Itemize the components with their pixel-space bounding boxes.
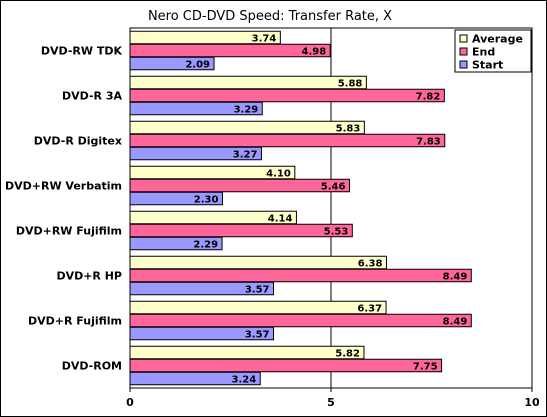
legend-swatch-start xyxy=(459,60,468,69)
bar-average xyxy=(129,120,365,135)
data-label: 2.30 xyxy=(194,194,219,205)
data-label: 6.37 xyxy=(357,303,382,314)
data-label: 7.83 xyxy=(416,136,441,147)
data-label: 2.09 xyxy=(185,59,210,70)
legend-swatch-average xyxy=(459,34,468,43)
data-label: 4.98 xyxy=(302,46,327,57)
data-label: 7.82 xyxy=(416,91,441,102)
data-label: 5.83 xyxy=(336,123,361,134)
bar-end xyxy=(129,268,472,283)
data-label: 3.57 xyxy=(245,284,270,295)
data-label: 3.74 xyxy=(252,33,277,44)
data-label: 2.29 xyxy=(193,239,218,250)
chart-title: Nero CD-DVD Speed: Transfer Rate, X xyxy=(148,9,392,24)
data-label: 5.53 xyxy=(324,226,349,237)
legend-box xyxy=(454,29,532,73)
bar-average xyxy=(129,345,365,360)
data-label: 7.75 xyxy=(413,361,438,372)
data-label: 3.57 xyxy=(245,329,270,340)
category-label: DVD-R 3A xyxy=(62,90,122,103)
tick-label: 0 xyxy=(126,396,134,409)
data-label: 4.10 xyxy=(266,168,291,179)
bar-end xyxy=(129,43,331,58)
data-label: 4.14 xyxy=(268,213,293,224)
data-label: 3.29 xyxy=(234,104,259,115)
category-label: DVD+R Fujifilm xyxy=(28,315,122,328)
bar-end xyxy=(129,313,472,328)
data-label: 3.24 xyxy=(232,374,257,385)
data-label: 6.38 xyxy=(358,258,383,269)
category-label: DVD+R HP xyxy=(56,270,122,283)
category-label: DVD-R Digitex xyxy=(34,135,122,148)
bar-average xyxy=(129,75,367,90)
legend-label: Start xyxy=(472,59,503,72)
category-label: DVD+RW Verbatim xyxy=(5,180,122,193)
bar-end xyxy=(129,358,443,373)
legend-label: Average xyxy=(472,33,523,46)
data-label: 5.88 xyxy=(338,78,363,89)
category-label: DVD-ROM xyxy=(62,360,122,373)
bar-end xyxy=(129,88,445,103)
tick-label: 5 xyxy=(327,396,335,409)
data-label: 3.27 xyxy=(233,149,258,160)
bars: 3.74 4.98 2.09 5.88 7.82 3.29 5.83 7.83 3.27 4.10… xyxy=(129,30,472,386)
bar-end xyxy=(129,178,350,193)
data-label: 8.49 xyxy=(443,316,468,327)
data-label: 5.46 xyxy=(321,181,346,192)
bar-average xyxy=(129,255,387,270)
category-label: DVD-RW TDK xyxy=(41,45,123,58)
bar-average xyxy=(129,300,387,315)
legend-swatch-end xyxy=(459,47,468,56)
data-label: 5.82 xyxy=(335,348,360,359)
legend-label: End xyxy=(472,46,495,59)
category-labels: DVD-RW TDK DVD-R 3A DVD-R Digitex DVD+RW Ve… xyxy=(5,45,122,373)
bar-end xyxy=(129,133,446,148)
x-axis: 0 5 10 xyxy=(126,27,540,409)
data-label: 8.49 xyxy=(443,271,468,282)
category-label: DVD+RW Fujifilm xyxy=(16,225,122,238)
bar-end xyxy=(129,223,353,238)
tick-label: 10 xyxy=(524,396,540,409)
